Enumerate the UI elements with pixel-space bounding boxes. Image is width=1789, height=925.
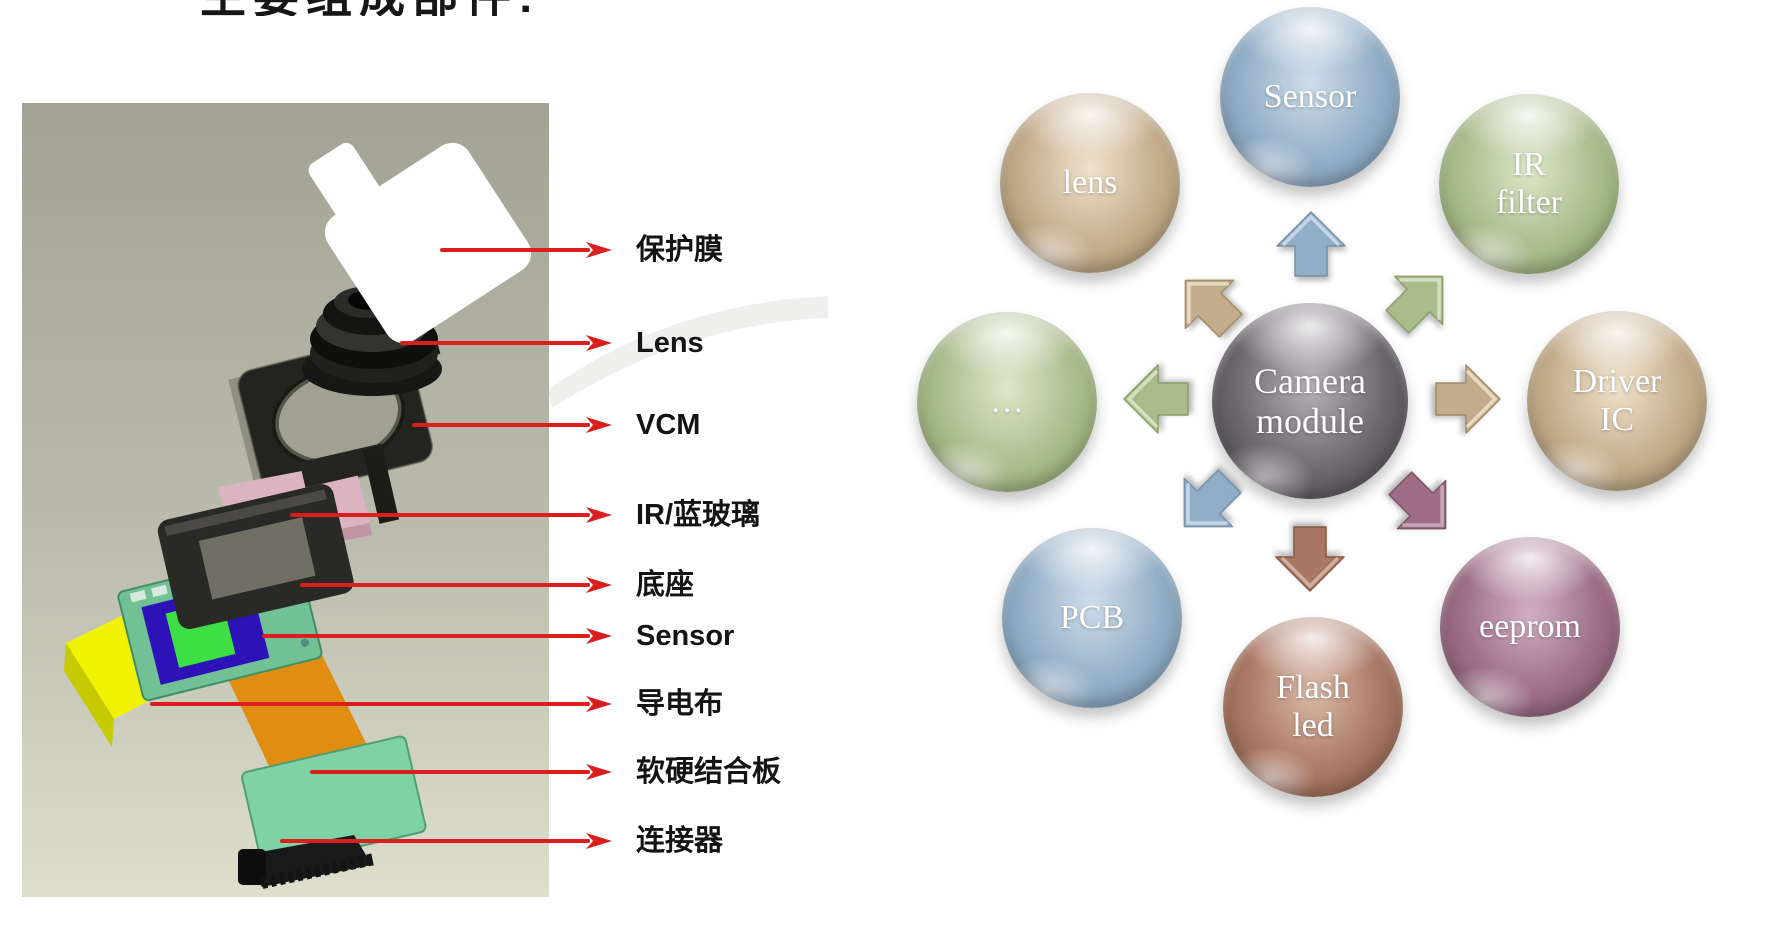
- callout-row: 软硬结合板: [0, 752, 781, 792]
- arrow-to-sensor-icon: [1276, 211, 1346, 277]
- exploded-photo: [22, 103, 549, 897]
- arrow-to-lens-icon: [1160, 255, 1256, 351]
- node-label: lens: [1062, 163, 1118, 201]
- partial-title: 主要组成部件:: [200, 0, 630, 16]
- node-pcb: PCB: [1002, 528, 1182, 708]
- callout-line: [400, 341, 590, 345]
- node-driver-ic: Driver IC: [1527, 311, 1707, 491]
- callout-arrowhead-icon: [586, 628, 612, 644]
- callout-row: 底座: [0, 565, 760, 605]
- callout-line: [412, 423, 590, 427]
- callout-arrowhead-icon: [586, 577, 612, 593]
- callout-arrowhead-icon: [586, 417, 612, 433]
- callout-row: 连接器: [0, 821, 760, 861]
- callout-line: [262, 634, 590, 638]
- arrow-to-others-icon: [1123, 364, 1189, 434]
- callout-row: 导电布: [0, 684, 760, 724]
- callout-line: [300, 583, 590, 587]
- holder-base: [157, 443, 400, 629]
- board-connector: [238, 835, 376, 889]
- callout-label: IR/蓝玻璃: [636, 499, 761, 531]
- callout-label: 连接器: [636, 825, 724, 857]
- callout-arrowhead-icon: [586, 242, 612, 258]
- node-others: …: [917, 312, 1097, 492]
- callout-line: [310, 770, 590, 774]
- callout-arrowhead-icon: [586, 696, 612, 712]
- callout-line: [280, 839, 590, 843]
- callout-line: [440, 248, 590, 252]
- node-lens: lens: [1000, 93, 1180, 273]
- node-sensor: Sensor: [1220, 7, 1400, 187]
- callout-label: 底座: [636, 569, 695, 601]
- callout-row: 保护膜: [0, 230, 760, 270]
- callout-label: VCM: [636, 409, 701, 441]
- node-ir-filter: IR filter: [1439, 94, 1619, 274]
- callout-label: Sensor: [636, 620, 735, 652]
- node-label: eeprom: [1479, 607, 1581, 645]
- callout-line: [290, 513, 590, 517]
- node-label: …: [990, 382, 1024, 420]
- callout-row: IR/蓝玻璃: [0, 495, 760, 535]
- node-label: IR filter: [1495, 145, 1563, 221]
- camera-module-exploded-illustration: [22, 103, 549, 897]
- callout-line: [150, 702, 590, 706]
- node-camera-module-center: Camera module: [1212, 303, 1408, 499]
- arrow-to-driver-ic-icon: [1435, 364, 1501, 434]
- node-label: Sensor: [1263, 77, 1357, 115]
- callout-arrowhead-icon: [586, 764, 612, 780]
- callout-row: Sensor: [0, 616, 760, 656]
- callout-label: 导电布: [636, 688, 724, 720]
- node-eeprom: eeprom: [1440, 537, 1620, 717]
- arrow-to-flash-led-icon: [1275, 526, 1345, 592]
- arrow-to-eeprom-icon: [1375, 458, 1471, 554]
- callout-row: Lens: [0, 323, 760, 363]
- node-label: PCB: [1059, 598, 1125, 636]
- callout-arrowhead-icon: [586, 335, 612, 351]
- callout-row: VCM: [0, 405, 760, 445]
- node-label: Camera module: [1254, 360, 1366, 441]
- callout-label: 保护膜: [636, 234, 724, 266]
- node-label: Driver IC: [1572, 362, 1662, 438]
- callout-label: Lens: [636, 327, 704, 359]
- callout-arrowhead-icon: [586, 507, 612, 523]
- protective-film: [308, 142, 532, 344]
- node-flash-led: Flash led: [1223, 617, 1403, 797]
- arrow-to-ir-filter-icon: [1372, 251, 1468, 347]
- callout-label: 软硬结合板: [636, 756, 782, 788]
- arrow-to-pcb-icon: [1159, 456, 1255, 552]
- partial-title-text: 主要组成部件:: [200, 0, 630, 16]
- node-label: Flash led: [1276, 668, 1350, 744]
- callout-arrowhead-icon: [586, 833, 612, 849]
